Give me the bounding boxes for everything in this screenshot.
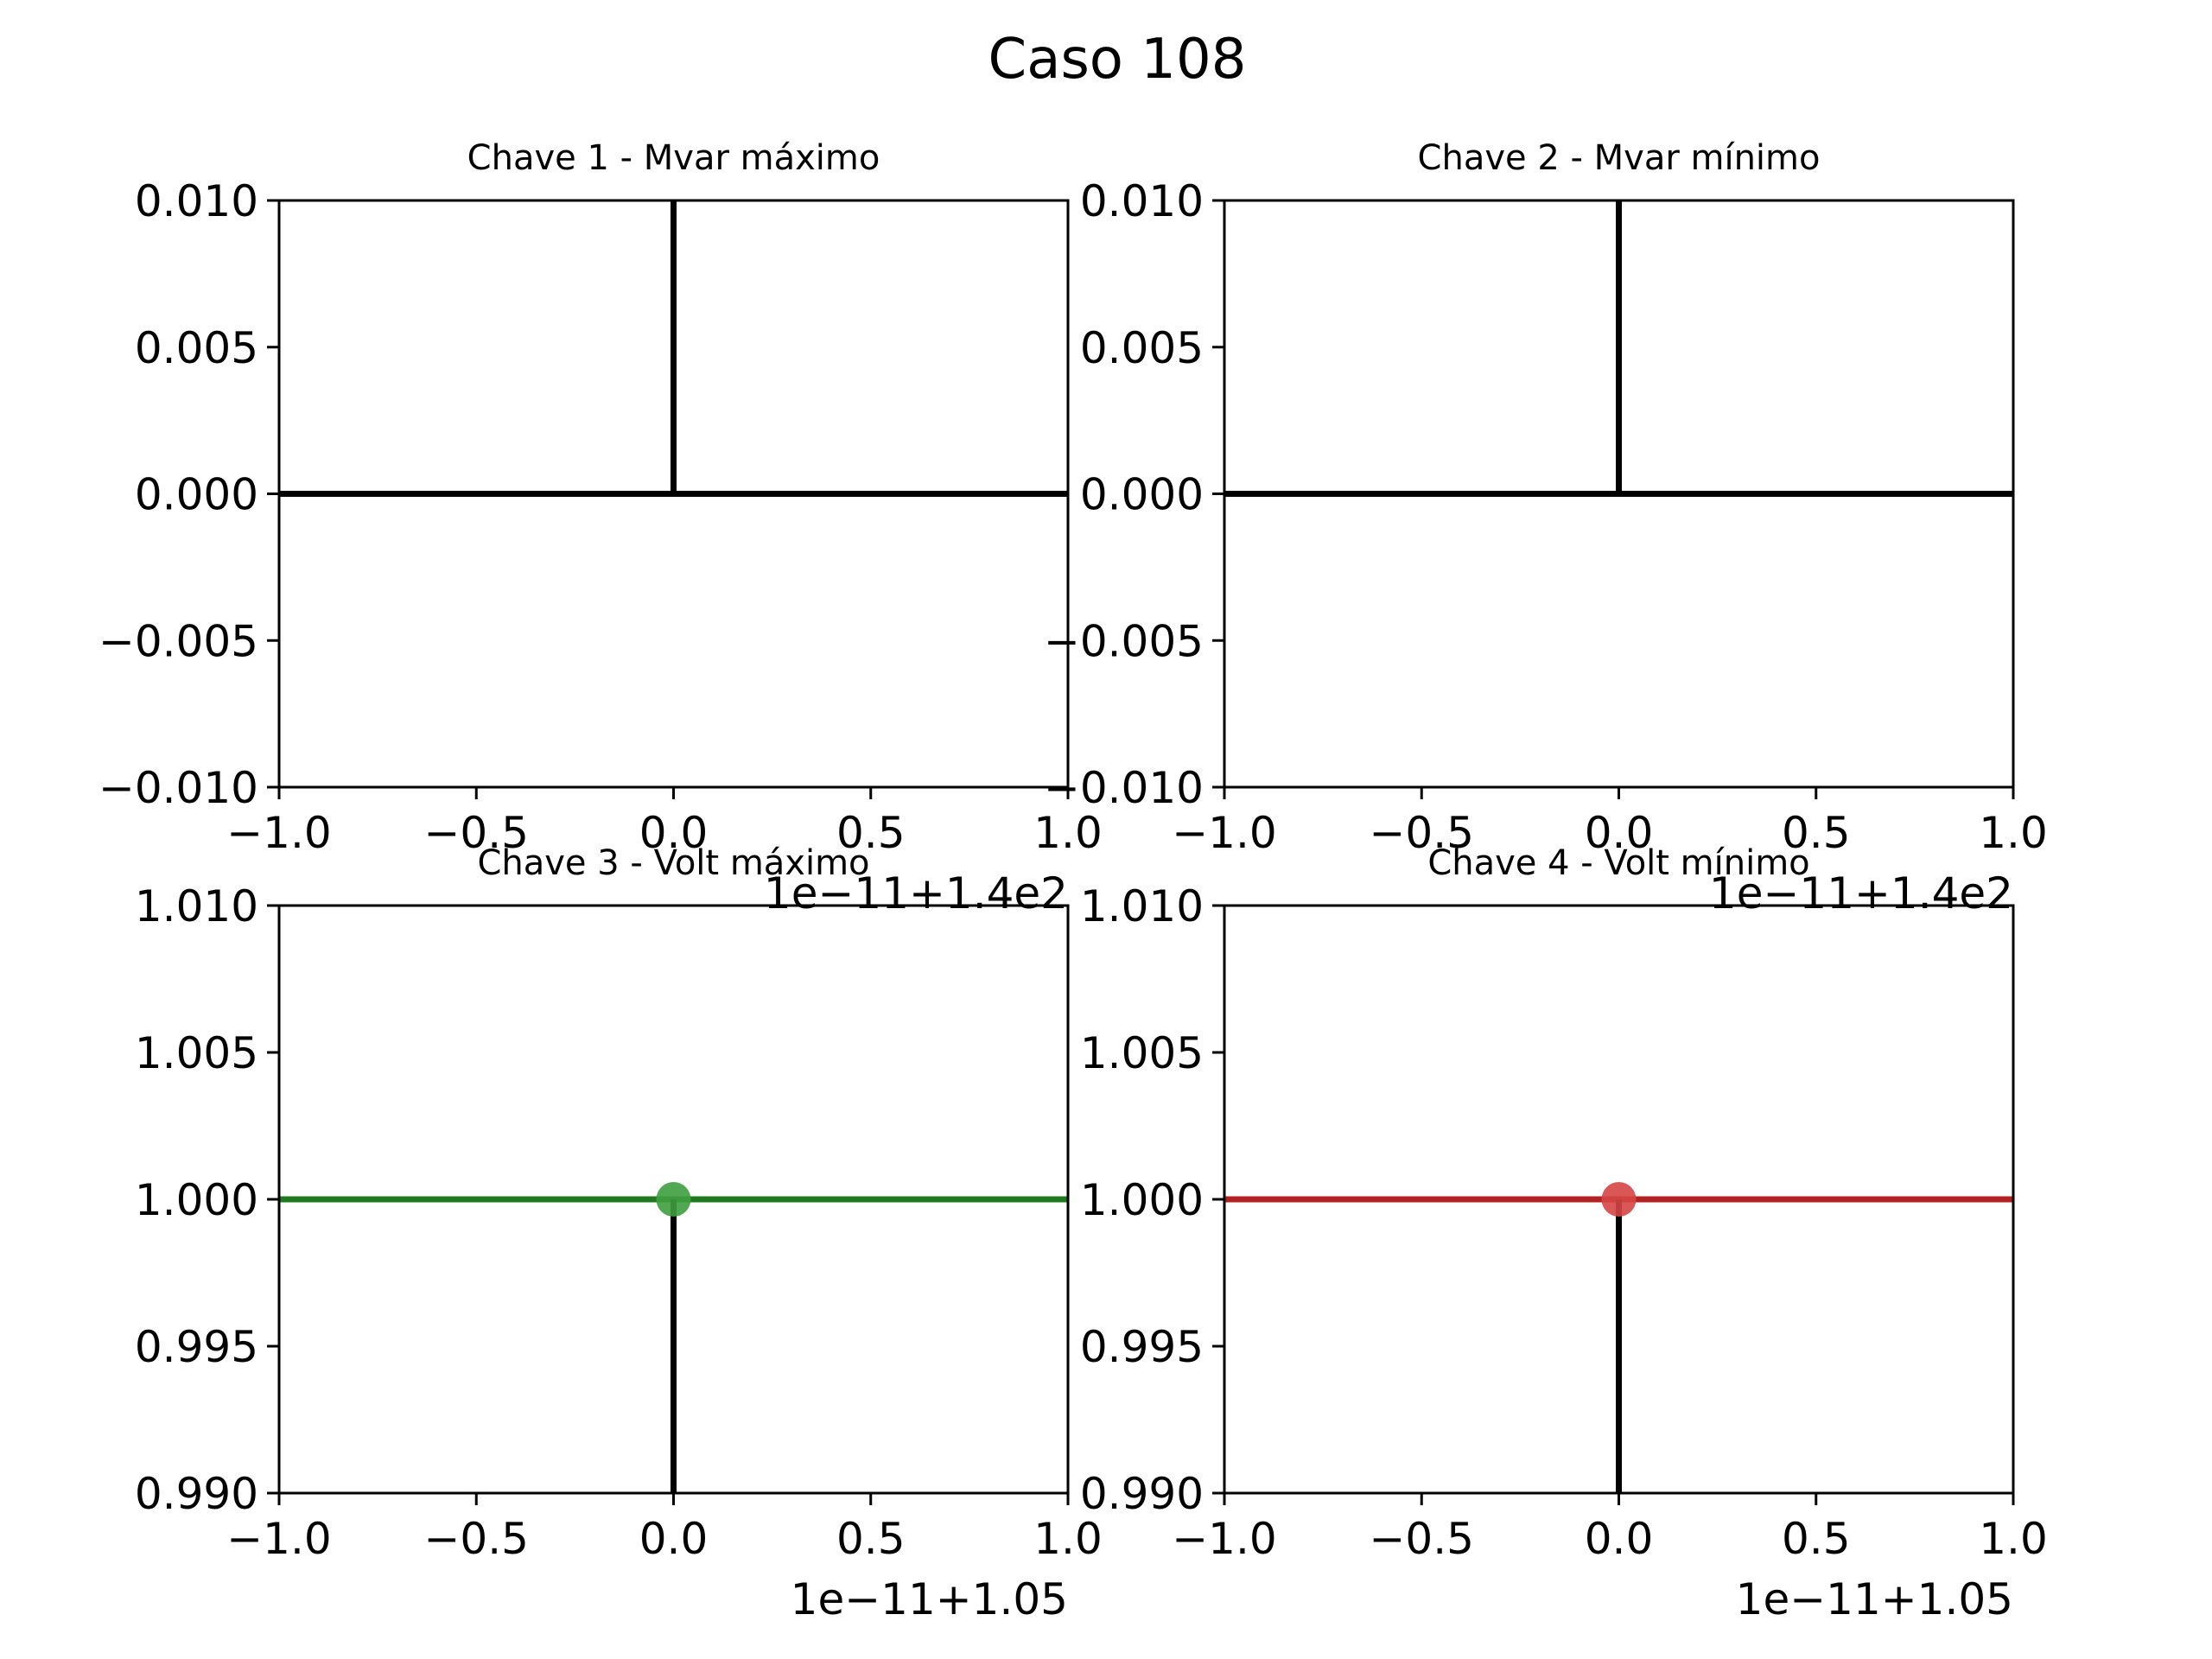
- x-tick-label: 1.0: [1033, 1514, 1103, 1564]
- subplot-title: Chave 2 - Mvar mínimo: [1418, 138, 1821, 178]
- y-tick-label: 1.005: [1080, 1028, 1204, 1078]
- x-tick-label: 0.5: [1782, 808, 1851, 858]
- x-tick-label: −0.5: [1370, 808, 1474, 858]
- y-tick-label: 0.010: [1080, 176, 1204, 226]
- y-tick-label: −0.005: [1044, 616, 1204, 666]
- x-tick-label: 1.0: [1033, 808, 1103, 858]
- y-tick-label: 0.995: [1080, 1322, 1204, 1372]
- x-tick-label: 0.0: [639, 808, 709, 858]
- subplot-1: Chave 1 - Mvar máximo −1.0 −0.5 0.0 0.5 1.0 0.…: [99, 138, 1103, 918]
- y-tick-label: 0.995: [135, 1322, 258, 1372]
- y-tick-label: −0.005: [99, 616, 258, 666]
- y-tick-label: 1.010: [135, 881, 258, 931]
- subplot-title: Chave 4 - Volt mínimo: [1427, 843, 1809, 883]
- subplot-3: Chave 3 - Volt máximo −1.0 −0.5 0.0 0.5 1.0 1.…: [135, 843, 1103, 1624]
- figure-suptitle: Caso 108: [988, 28, 1247, 92]
- x-offset-label: 1e−11+1.4e2: [764, 868, 1068, 918]
- y-tick-label: −0.010: [99, 763, 258, 813]
- y-tick-label: 1.000: [1080, 1175, 1204, 1225]
- data-point: [656, 1182, 691, 1217]
- x-offset-label: 1e−11+1.05: [1736, 1574, 2013, 1624]
- x-tick-label: 1.0: [1979, 808, 2048, 858]
- x-offset-label: 1e−11+1.05: [791, 1574, 1068, 1624]
- y-tick-label: 0.990: [135, 1469, 258, 1519]
- y-tick-label: 0.000: [135, 470, 258, 520]
- y-tick-label: 1.005: [135, 1028, 258, 1078]
- x-tick-label: −0.5: [1370, 1514, 1474, 1564]
- x-tick-label: 1.0: [1979, 1514, 2048, 1564]
- subplot-4: Chave 4 - Volt mínimo −1.0 −0.5 0.0 0.5 1.0 1.…: [1080, 843, 2048, 1624]
- x-offset-label: 1e−11+1.4e2: [1709, 868, 2013, 918]
- subplot-title: Chave 3 - Volt máximo: [477, 843, 869, 883]
- x-tick-label: 0.5: [836, 1514, 906, 1564]
- y-tick-label: 0.990: [1080, 1469, 1204, 1519]
- x-tick-label: −0.5: [424, 1514, 529, 1564]
- y-tick-label: 1.000: [135, 1175, 258, 1225]
- x-tick-label: −1.0: [226, 808, 331, 858]
- y-tick-label: 0.005: [1080, 323, 1204, 373]
- x-tick-label: 0.5: [836, 808, 906, 858]
- x-tick-label: −1.0: [226, 1514, 331, 1564]
- x-tick-label: 0.5: [1782, 1514, 1851, 1564]
- y-tick-label: −0.010: [1044, 763, 1204, 813]
- x-tick-label: −1.0: [1172, 808, 1276, 858]
- y-tick-label: 0.005: [135, 323, 258, 373]
- x-tick-label: −1.0: [1172, 1514, 1276, 1564]
- y-tick-label: 1.010: [1080, 881, 1204, 931]
- y-tick-label: 0.010: [135, 176, 258, 226]
- subplot-title: Chave 1 - Mvar máximo: [467, 138, 880, 178]
- subplot-2: Chave 2 - Mvar mínimo −1.0 −0.5 0.0 0.5 1.0 0.…: [1044, 138, 2048, 918]
- x-tick-label: 0.0: [639, 1514, 709, 1564]
- x-tick-label: −0.5: [424, 808, 529, 858]
- y-tick-label: 0.000: [1080, 470, 1204, 520]
- x-tick-label: 0.0: [1585, 808, 1654, 858]
- x-tick-label: 0.0: [1585, 1514, 1654, 1564]
- data-point: [1601, 1182, 1637, 1217]
